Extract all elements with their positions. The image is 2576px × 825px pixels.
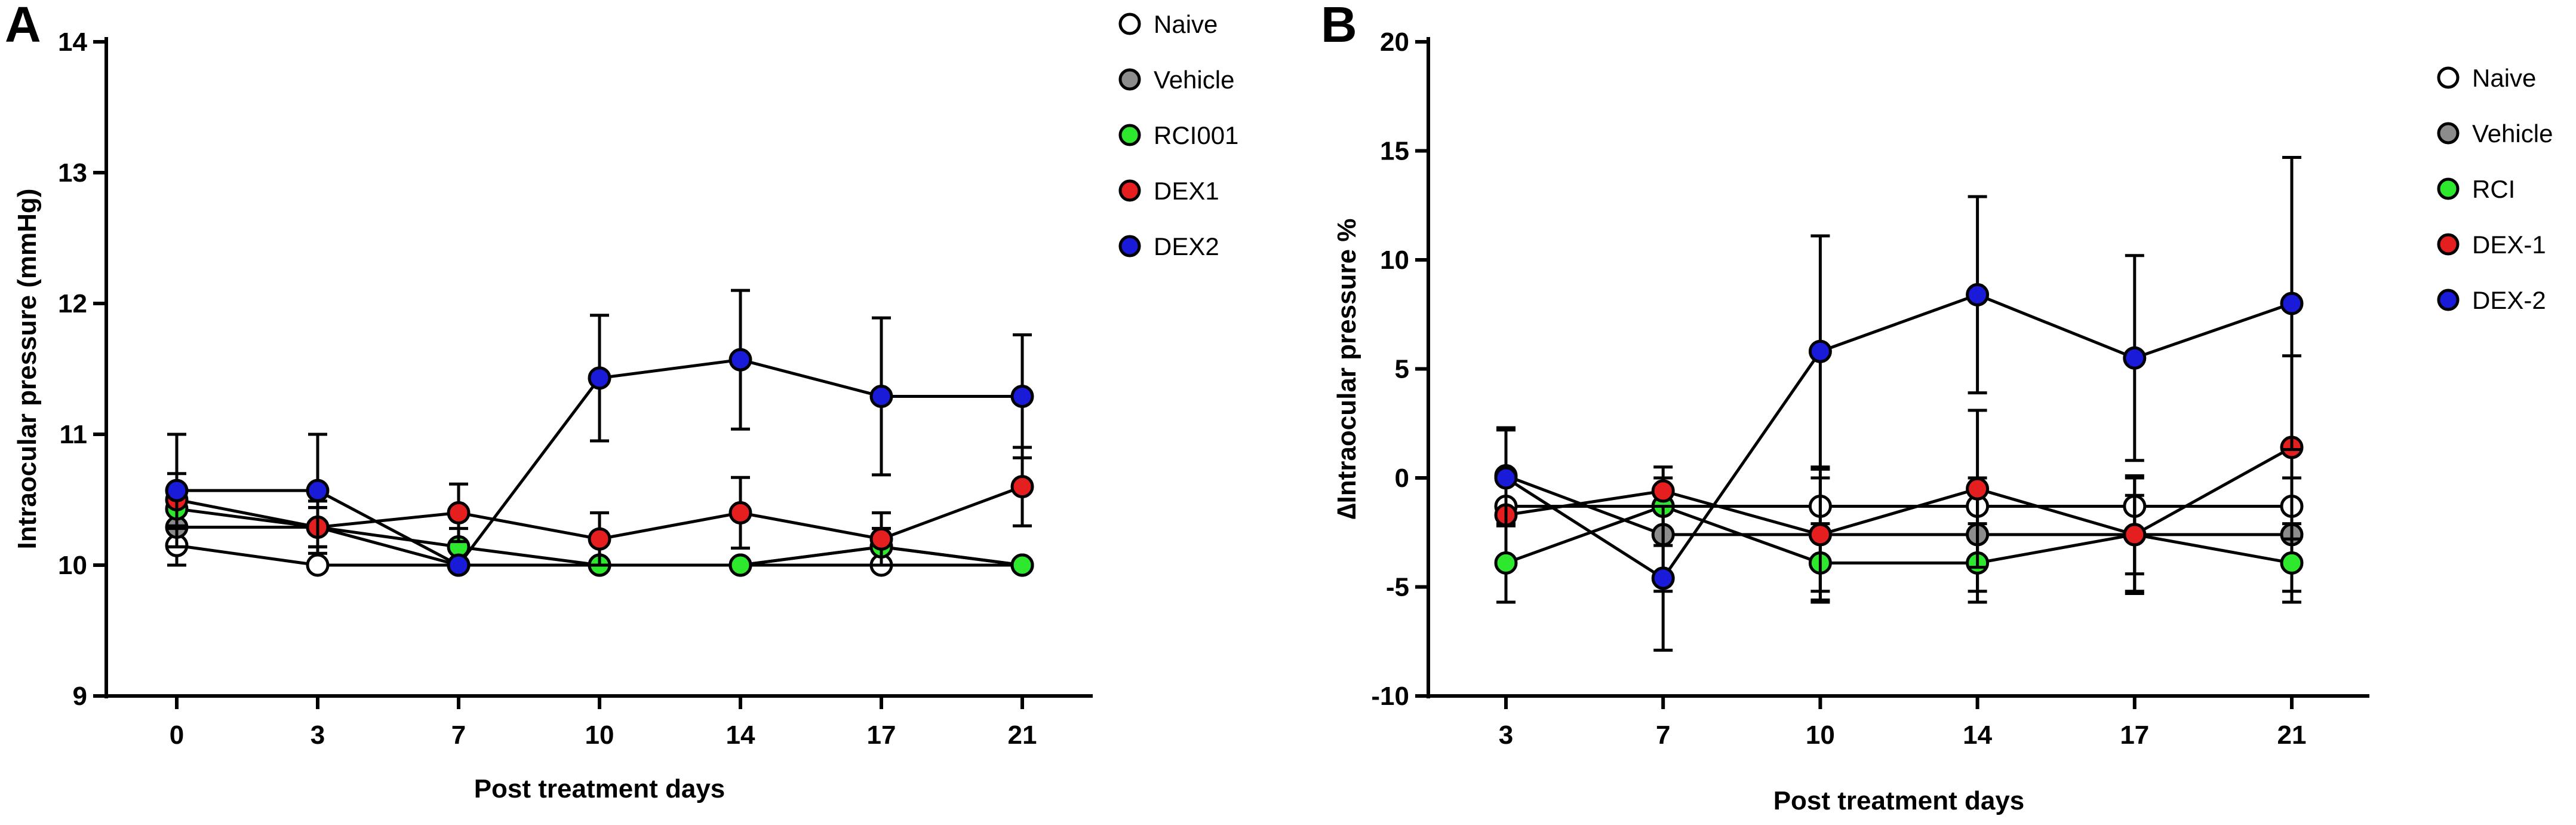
y-tick-label: 10 [58, 551, 87, 580]
legend-label: Naive [2472, 64, 2536, 92]
data-point [588, 366, 611, 390]
y-tick-label: 5 [1395, 355, 1409, 384]
legend-marker [1118, 68, 1141, 91]
x-tick-label: 3 [311, 720, 325, 750]
y-tick-label: 0 [1395, 464, 1409, 493]
legend-label: Naive [1154, 10, 1218, 38]
x-tick-label: 7 [451, 720, 466, 750]
y-tick-label: 10 [1380, 246, 1409, 275]
x-tick-label: 21 [2277, 720, 2307, 750]
series-dex-2 [1494, 155, 2304, 652]
data-point [2280, 292, 2304, 315]
data-point [1651, 479, 1675, 503]
legend-marker [2437, 177, 2460, 200]
data-point [1010, 553, 1034, 577]
series-dex1 [165, 446, 1034, 567]
legend-marker [2437, 66, 2460, 89]
y-axis-title: Intraocular pressure (mmHg) [13, 189, 42, 550]
legend-label: RCI [2472, 175, 2515, 203]
data-point [1494, 466, 1518, 490]
data-point [306, 479, 330, 502]
legend-marker [2437, 122, 2460, 145]
x-axis-title: Post treatment days [474, 774, 726, 803]
y-axis-title: ∆Intraocular pressure % [1332, 219, 1361, 520]
y-tick-label: 12 [58, 289, 87, 318]
x-tick-label: 17 [2120, 720, 2149, 750]
data-point [728, 348, 752, 372]
x-axis-title: Post treatment days [1773, 786, 2025, 815]
x-tick-label: 3 [1499, 720, 1513, 750]
data-point [728, 553, 752, 577]
panel-a: A 9 10 11 12 13 14 0 3 7 10 14 17 21 Post treatment da… [5, 0, 1238, 803]
y-tick-label: 11 [59, 420, 87, 449]
y-tick-label: 20 [1380, 27, 1409, 57]
x-tick-label: 0 [170, 720, 184, 750]
data-point [869, 384, 893, 408]
legend-label: DEX1 [1154, 177, 1219, 205]
panel-b: B -10 -5 0 5 10 15 20 3 7 10 14 17 21 Post treatment d… [1321, 0, 2553, 815]
legend-label: DEX2 [1154, 232, 1219, 260]
legend-label: Vehicle [1154, 66, 1234, 94]
legend-marker [2437, 233, 2460, 256]
legend-marker [1118, 179, 1141, 202]
data-point [2280, 551, 2304, 575]
data-point [1808, 339, 1832, 363]
data-point [2123, 346, 2147, 370]
legend-marker [1118, 235, 1141, 257]
x-tick-label: 14 [1963, 720, 1992, 750]
data-point [447, 501, 471, 525]
x-tick-label: 7 [1656, 720, 1670, 750]
x-tick-label: 21 [1008, 720, 1037, 750]
data-point [1010, 475, 1034, 499]
data-point [1966, 477, 1990, 501]
legend-label: DEX-1 [2472, 231, 2546, 259]
legend-label: RCI001 [1154, 121, 1238, 149]
x-tick-label: 14 [726, 720, 755, 750]
data-point [2123, 523, 2147, 547]
y-tick-label: -10 [1371, 682, 1409, 711]
legend-label: Vehicle [2472, 119, 2553, 148]
data-point [728, 501, 752, 525]
data-point [306, 553, 330, 577]
data-point [1494, 551, 1518, 575]
data-point [1010, 384, 1034, 408]
legend-label: DEX-2 [2472, 286, 2546, 314]
x-tick-label: 17 [867, 720, 896, 750]
x-tick-label: 10 [1806, 720, 1835, 750]
data-point [165, 479, 189, 502]
data-point [869, 527, 893, 551]
y-tick-label: -5 [1386, 573, 1409, 602]
data-point [1808, 523, 1832, 547]
series-line [1505, 474, 2292, 536]
legend-marker [2437, 289, 2460, 311]
series-line [1505, 504, 2292, 565]
y-tick-label: 15 [1380, 137, 1409, 166]
legend-marker [1118, 124, 1141, 146]
data-point [1966, 283, 1990, 306]
series-line [1505, 293, 2292, 581]
data-point [588, 527, 611, 551]
x-tick-label: 10 [585, 720, 614, 750]
y-tick-label: 13 [58, 158, 87, 188]
legend-marker [1118, 13, 1141, 35]
series-line [1505, 446, 2293, 536]
y-tick-label: 14 [58, 27, 87, 57]
y-tick-label: 9 [73, 682, 87, 711]
data-point [1651, 566, 1675, 590]
panel-letter: A [5, 0, 41, 53]
data-point [447, 553, 471, 577]
panel-letter: B [1321, 0, 1357, 53]
series-dex2 [165, 289, 1034, 577]
